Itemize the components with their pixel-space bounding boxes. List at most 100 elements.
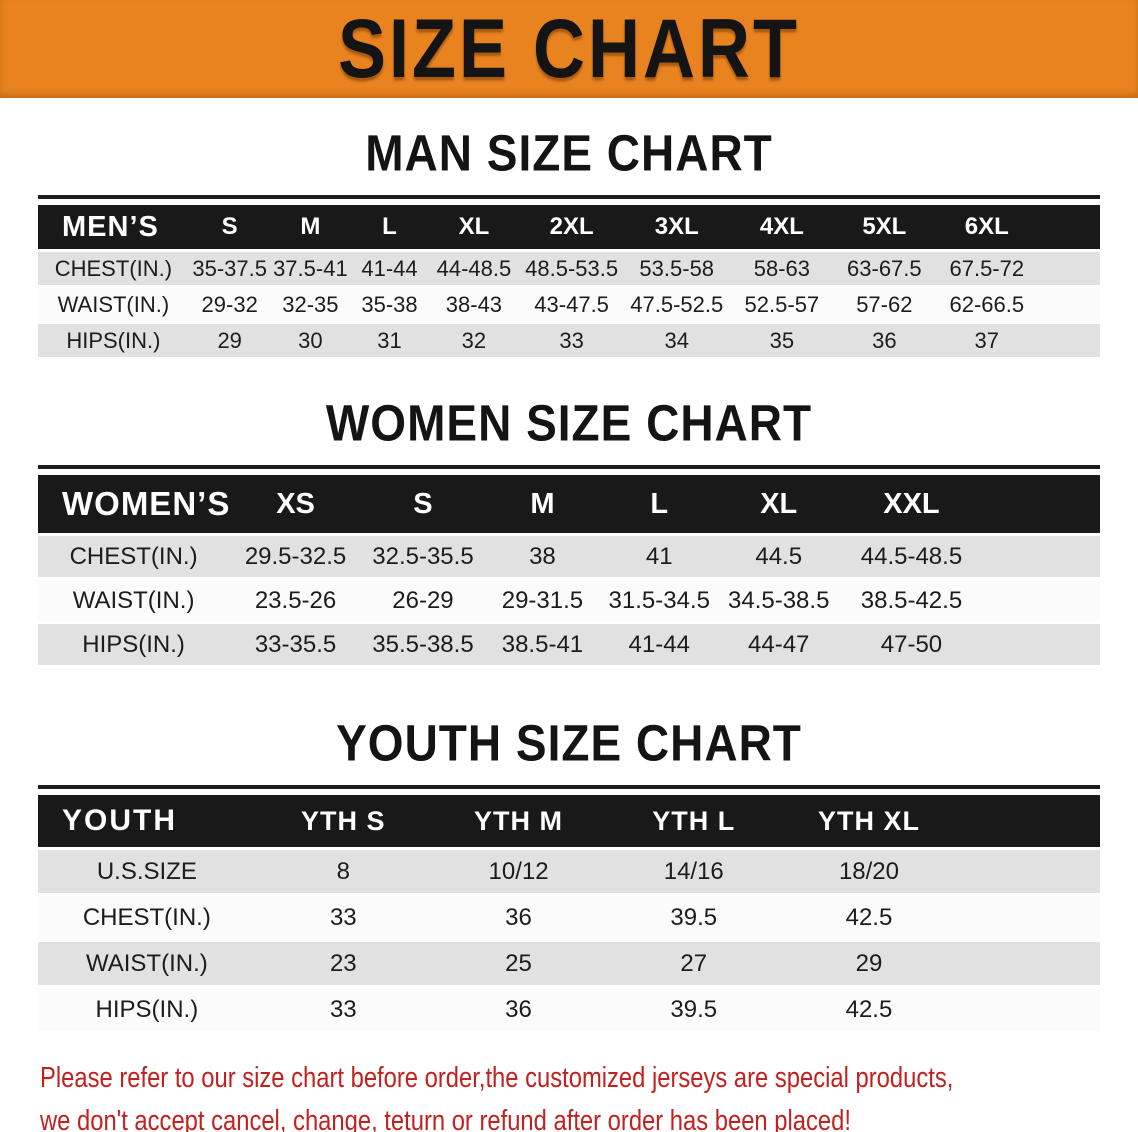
- size-value: 41-44: [350, 252, 429, 285]
- size-value: 33: [519, 324, 625, 357]
- size-value: 36: [430, 988, 607, 1031]
- men-col-header: 2XL: [519, 205, 625, 249]
- table-filler: [983, 475, 1100, 533]
- men-col-header: L: [350, 205, 429, 249]
- youth-col-header: YTH M: [430, 795, 607, 847]
- table-row: WAIST(IN.) 23 25 27 29: [38, 942, 1100, 985]
- size-value: 33-35.5: [229, 624, 362, 665]
- table-filler: [956, 850, 1100, 893]
- size-value: 38.5-41: [484, 624, 601, 665]
- size-value: 39.5: [606, 896, 782, 939]
- size-value: 26-29: [361, 580, 485, 621]
- size-value: 30: [270, 324, 351, 357]
- size-value: 31: [350, 324, 429, 357]
- men-header-row: MEN’S S M L XL 2XL 3XL 4XL 5XL 6XL: [38, 205, 1100, 249]
- size-value: 41-44: [600, 624, 718, 665]
- youth-col-header: YTH L: [606, 795, 782, 847]
- size-value: 10/12: [430, 850, 607, 893]
- size-value: 47-50: [839, 624, 984, 665]
- men-col-header: 4XL: [729, 205, 835, 249]
- size-value: 42.5: [781, 988, 957, 1031]
- table-row: HIPS(IN.) 33 36 39.5 42.5: [38, 988, 1100, 1031]
- youth-table-wrap: YOUTH YTH S YTH M YTH L YTH XL U.S.SIZE …: [38, 785, 1100, 1034]
- women-section-title: WOMEN SIZE CHART: [325, 394, 813, 452]
- women-size-table: WOMEN’S XS S M L XL XXL CHEST(IN.) 29.5-…: [38, 472, 1100, 668]
- size-value: 38-43: [428, 288, 520, 321]
- size-value: 44.5-48.5: [839, 536, 984, 577]
- women-col-header: L: [600, 475, 718, 533]
- size-value: 33: [255, 896, 431, 939]
- table-filler: [956, 942, 1100, 985]
- men-col-header: 3XL: [624, 205, 730, 249]
- table-filler: [1039, 324, 1100, 357]
- men-section-title: MAN SIZE CHART: [365, 124, 773, 182]
- table-filler: [956, 896, 1100, 939]
- table-row: CHEST(IN.) 35-37.5 37.5-41 41-44 44-48.5…: [38, 252, 1100, 285]
- women-col-header: S: [361, 475, 485, 533]
- size-value: 52.5-57: [729, 288, 835, 321]
- row-label: CHEST(IN.): [38, 252, 189, 285]
- size-value: 44-47: [717, 624, 840, 665]
- size-value: 35.5-38.5: [361, 624, 485, 665]
- table-row: HIPS(IN.) 33-35.5 35.5-38.5 38.5-41 41-4…: [38, 624, 1100, 665]
- size-value: 29: [781, 942, 957, 985]
- men-col-header: 5XL: [834, 205, 935, 249]
- size-value: 35-38: [350, 288, 429, 321]
- size-value: 27: [606, 942, 782, 985]
- size-value: 47.5-52.5: [624, 288, 730, 321]
- youth-size-table: YOUTH YTH S YTH M YTH L YTH XL U.S.SIZE …: [38, 792, 1100, 1034]
- size-value: 18/20: [781, 850, 957, 893]
- size-value: 32: [428, 324, 520, 357]
- table-filler: [983, 624, 1100, 665]
- disclaimer-line-2: we don't accept cancel, change, teturn o…: [40, 1105, 851, 1132]
- youth-col-header: YTH XL: [781, 795, 957, 847]
- size-value: 53.5-58: [624, 252, 730, 285]
- size-value: 34.5-38.5: [717, 580, 840, 621]
- page-title: SIZE CHART: [338, 2, 800, 96]
- size-value: 58-63: [729, 252, 835, 285]
- size-value: 36: [430, 896, 607, 939]
- size-value: 38.5-42.5: [839, 580, 984, 621]
- youth-header-row: YOUTH YTH S YTH M YTH L YTH XL: [38, 795, 1100, 847]
- size-value: 38: [484, 536, 601, 577]
- size-value: 32-35: [270, 288, 351, 321]
- size-value: 29.5-32.5: [229, 536, 362, 577]
- table-filler: [1039, 288, 1100, 321]
- size-value: 57-62: [834, 288, 935, 321]
- row-label: U.S.SIZE: [38, 850, 256, 893]
- size-chart-banner: SIZE CHART: [0, 0, 1138, 98]
- men-col-header: XL: [428, 205, 520, 249]
- size-value: 37: [934, 324, 1040, 357]
- table-filler: [983, 580, 1100, 621]
- size-value: 32.5-35.5: [361, 536, 485, 577]
- size-value: 35: [729, 324, 835, 357]
- youth-table-label: YOUTH: [38, 795, 256, 847]
- size-value: 25: [430, 942, 607, 985]
- table-filler: [956, 795, 1100, 847]
- size-value: 44-48.5: [428, 252, 520, 285]
- table-filler: [983, 536, 1100, 577]
- men-col-header: 6XL: [934, 205, 1040, 249]
- table-row: CHEST(IN.) 33 36 39.5 42.5: [38, 896, 1100, 939]
- table-row: U.S.SIZE 8 10/12 14/16 18/20: [38, 850, 1100, 893]
- row-label: WAIST(IN.): [38, 288, 189, 321]
- size-value: 41: [600, 536, 718, 577]
- women-col-header: XL: [717, 475, 840, 533]
- size-value: 36: [834, 324, 935, 357]
- size-value: 14/16: [606, 850, 782, 893]
- women-col-header: XS: [229, 475, 362, 533]
- size-value: 67.5-72: [934, 252, 1040, 285]
- table-filler: [956, 988, 1100, 1031]
- size-value: 39.5: [606, 988, 782, 1031]
- size-value: 44.5: [717, 536, 840, 577]
- youth-col-header: YTH S: [255, 795, 431, 847]
- men-size-table: MEN’S S M L XL 2XL 3XL 4XL 5XL 6XL CHEST…: [38, 202, 1100, 360]
- size-value: 23: [255, 942, 431, 985]
- row-label: HIPS(IN.): [38, 988, 256, 1031]
- men-section: MAN SIZE CHART MEN’S S M L XL 2XL 3XL 4X…: [0, 124, 1138, 360]
- row-label: WAIST(IN.): [38, 942, 256, 985]
- row-label: HIPS(IN.): [38, 324, 189, 357]
- size-value: 48.5-53.5: [519, 252, 625, 285]
- men-table-label: MEN’S: [38, 205, 189, 249]
- disclaimer-line-1: Please refer to our size chart before or…: [40, 1062, 954, 1094]
